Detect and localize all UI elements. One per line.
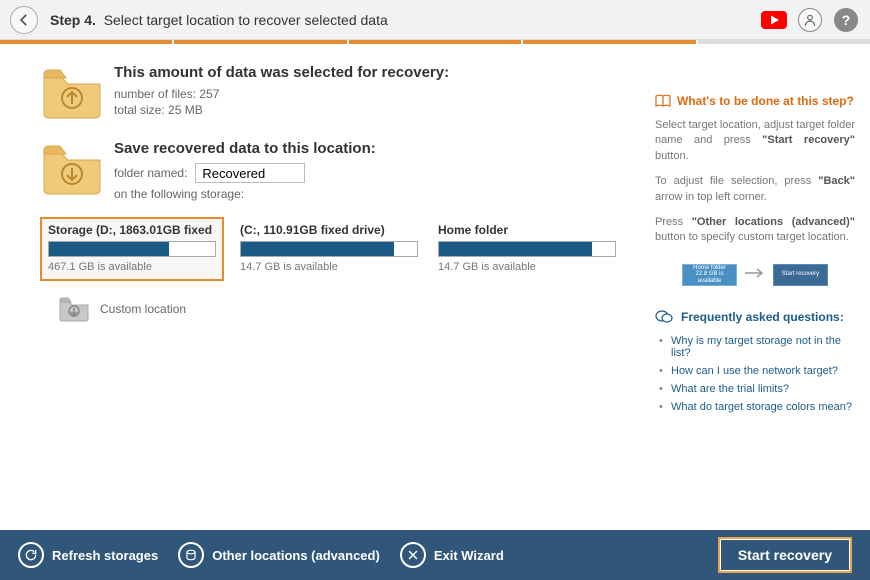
- main-content: This amount of data was selected for rec…: [0, 44, 870, 530]
- header-actions: ?: [760, 6, 860, 34]
- arrow-right-icon: [745, 268, 765, 281]
- other-locations-button[interactable]: Other locations (advanced): [178, 542, 380, 568]
- faq-link[interactable]: What do target storage colors mean?: [655, 398, 855, 416]
- faq-list: Why is my target storage not in the list…: [655, 332, 855, 416]
- storage-option[interactable]: (C:, 110.91GB fixed drive) 14.7 GB is ava…: [240, 223, 418, 275]
- progress-segment: [174, 40, 346, 44]
- close-icon: [400, 542, 426, 568]
- summary-title: This amount of data was selected for rec…: [114, 64, 645, 81]
- folder-down-icon: [40, 140, 104, 196]
- user-icon: [798, 8, 822, 32]
- storage-usage-bar: [240, 241, 418, 257]
- side-panel: What's to be done at this step? Select t…: [655, 64, 870, 530]
- progress-segment: [523, 40, 695, 44]
- folder-up-icon: [40, 64, 104, 120]
- storage-option[interactable]: Storage (D:, 1863.01GB fixed drive) 467.1…: [40, 217, 224, 281]
- progress-segment: [698, 40, 870, 44]
- side-p2: To adjust file selection, press "Back" a…: [655, 174, 855, 205]
- youtube-icon: [761, 11, 787, 29]
- storage-name: Storage (D:, 1863.01GB fixed drive): [48, 223, 216, 237]
- hint-card-start: Start recovery: [773, 264, 828, 286]
- refresh-storages-button[interactable]: Refresh storages: [18, 542, 158, 568]
- summary-files: number of files: 257: [114, 87, 645, 101]
- faq-link[interactable]: Why is my target storage not in the list…: [655, 332, 855, 362]
- storage-available: 467.1 GB is available: [48, 261, 216, 273]
- progress-segment: [0, 40, 172, 44]
- storage-label: on the following storage:: [114, 187, 645, 201]
- folder-custom-icon: [58, 295, 90, 323]
- target-section: Save recovered data to this location: fo…: [40, 140, 645, 203]
- start-recovery-button[interactable]: Start recovery: [718, 537, 852, 573]
- custom-location-label: Custom location: [100, 302, 186, 316]
- faq-link[interactable]: How can I use the network target?: [655, 362, 855, 380]
- drive-icon: [178, 542, 204, 568]
- chat-icon: [655, 310, 673, 324]
- youtube-link[interactable]: [760, 6, 788, 34]
- header-bar: Step 4. Select target location to recove…: [0, 0, 870, 40]
- folder-name-input[interactable]: [195, 163, 305, 183]
- storage-usage-bar: [438, 241, 616, 257]
- summary-section: This amount of data was selected for rec…: [40, 64, 645, 120]
- storage-available: 14.7 GB is available: [438, 261, 616, 273]
- custom-location-button[interactable]: Custom location: [58, 295, 645, 323]
- storage-usage-bar: [48, 241, 216, 257]
- folder-name-label: folder named:: [114, 166, 187, 180]
- storage-name: Home folder: [438, 223, 616, 237]
- side-whats-heading: What's to be done at this step?: [655, 94, 855, 108]
- arrow-left-icon: [17, 13, 31, 27]
- left-column: This amount of data was selected for rec…: [0, 64, 655, 530]
- storage-name: (C:, 110.91GB fixed drive): [240, 223, 418, 237]
- wizard-progress: [0, 40, 870, 44]
- faq-link[interactable]: What are the trial limits?: [655, 380, 855, 398]
- back-button[interactable]: [10, 6, 38, 34]
- side-p3: Press "Other locations (advanced)" butto…: [655, 215, 855, 246]
- book-icon: [655, 94, 671, 108]
- footer-bar: Refresh storages Other locations (advanc…: [0, 530, 870, 580]
- step-title: Select target location to recover select…: [104, 12, 388, 28]
- storage-option[interactable]: Home folder 14.7 GB is available: [438, 223, 616, 275]
- help-button[interactable]: ?: [832, 6, 860, 34]
- hint-card-storage: Home folder22.8 GB is available: [682, 264, 737, 286]
- exit-wizard-button[interactable]: Exit Wizard: [400, 542, 504, 568]
- hint-illustration: Home folder22.8 GB is available Start re…: [655, 264, 855, 286]
- faq-heading: Frequently asked questions:: [655, 310, 855, 324]
- step-label: Step 4. Select target location to recove…: [50, 12, 388, 28]
- side-p1: Select target location, adjust target fo…: [655, 118, 855, 164]
- progress-segment: [349, 40, 521, 44]
- account-button[interactable]: [796, 6, 824, 34]
- summary-size: total size: 25 MB: [114, 103, 645, 117]
- storage-list: Storage (D:, 1863.01GB fixed drive) 467.1…: [44, 223, 645, 275]
- storage-available: 14.7 GB is available: [240, 261, 418, 273]
- step-number: Step 4.: [50, 12, 96, 28]
- target-title: Save recovered data to this location:: [114, 140, 645, 157]
- refresh-icon: [18, 542, 44, 568]
- help-icon: ?: [834, 8, 858, 32]
